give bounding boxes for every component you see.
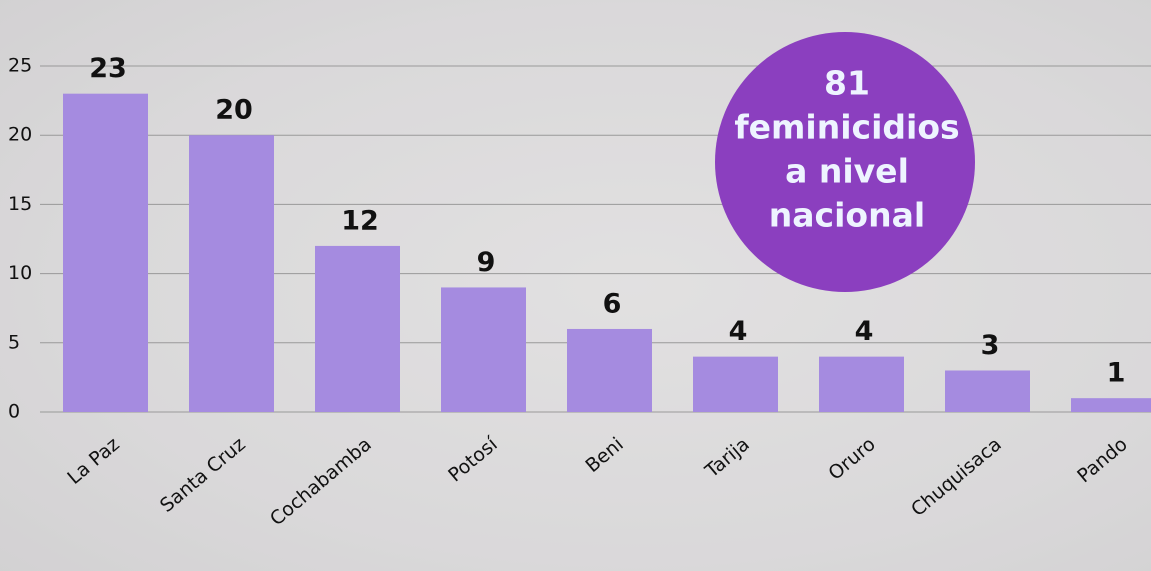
y-tick-label: 5 (8, 331, 20, 353)
y-tick-label: 0 (8, 401, 20, 423)
value-label: 4 (729, 316, 748, 347)
annotation-text: feminicidios (734, 108, 959, 147)
bar (819, 356, 904, 412)
y-tick-label: 25 (8, 55, 32, 77)
annotation-circle (715, 32, 975, 292)
bar (189, 135, 274, 412)
value-label: 1 (1107, 358, 1126, 389)
annotation-text: a nivel (785, 152, 909, 191)
bar (441, 287, 526, 412)
value-label: 20 (215, 95, 253, 126)
bar (567, 328, 652, 412)
bar (315, 245, 400, 412)
value-label: 9 (477, 247, 496, 278)
annotation-text: 81 (824, 64, 870, 103)
annotation-text: nacional (769, 196, 925, 235)
value-label: 3 (981, 330, 1000, 361)
y-tick-label: 15 (8, 193, 32, 215)
bar (1071, 398, 1151, 412)
value-label: 23 (89, 53, 127, 84)
value-label: 6 (603, 288, 622, 319)
value-label: 12 (341, 205, 379, 236)
y-tick-label: 20 (8, 124, 32, 146)
bar (945, 370, 1030, 412)
bar (63, 93, 148, 413)
y-tick-label: 10 (8, 262, 32, 284)
value-label: 4 (855, 316, 874, 347)
bar (693, 356, 778, 412)
